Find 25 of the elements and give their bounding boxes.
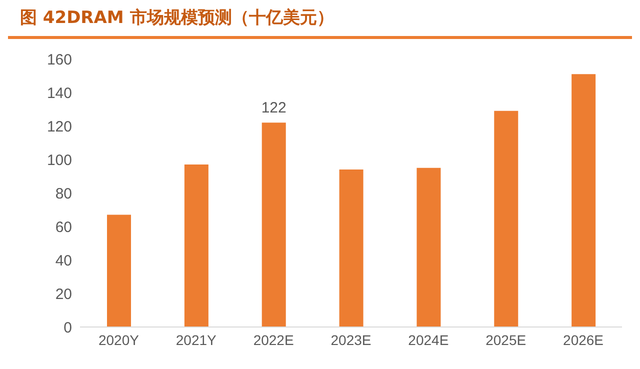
y-tick-label: 0 <box>64 319 72 336</box>
y-tick-label: 80 <box>55 185 72 202</box>
y-tick-label: 160 <box>46 51 72 68</box>
x-tick-label: 2025E <box>486 332 526 348</box>
bar <box>107 214 131 327</box>
y-tick-label: 100 <box>46 152 72 169</box>
chart-title: 图 42DRAM 市场规模预测（十亿美元） <box>8 0 632 39</box>
y-tick-label: 60 <box>55 218 72 236</box>
y-tick-label: 120 <box>46 118 72 136</box>
data-label: 122 <box>261 100 286 117</box>
x-tick-label: 2022E <box>253 332 294 348</box>
x-tick-label: 2021Y <box>176 332 218 348</box>
y-tick-label: 140 <box>46 84 72 102</box>
bar <box>184 164 208 327</box>
y-tick-label: 40 <box>55 252 72 270</box>
x-tick-label: 2020Y <box>98 332 140 348</box>
bar <box>572 74 596 327</box>
bar <box>494 110 518 327</box>
x-tick-label: 2026E <box>563 332 604 348</box>
x-tick-label: 2024E <box>408 332 449 348</box>
bar <box>262 122 286 327</box>
bar <box>339 170 364 327</box>
x-tick-label: 2023E <box>330 332 372 348</box>
y-tick-label: 20 <box>55 286 72 303</box>
bar <box>416 168 441 327</box>
